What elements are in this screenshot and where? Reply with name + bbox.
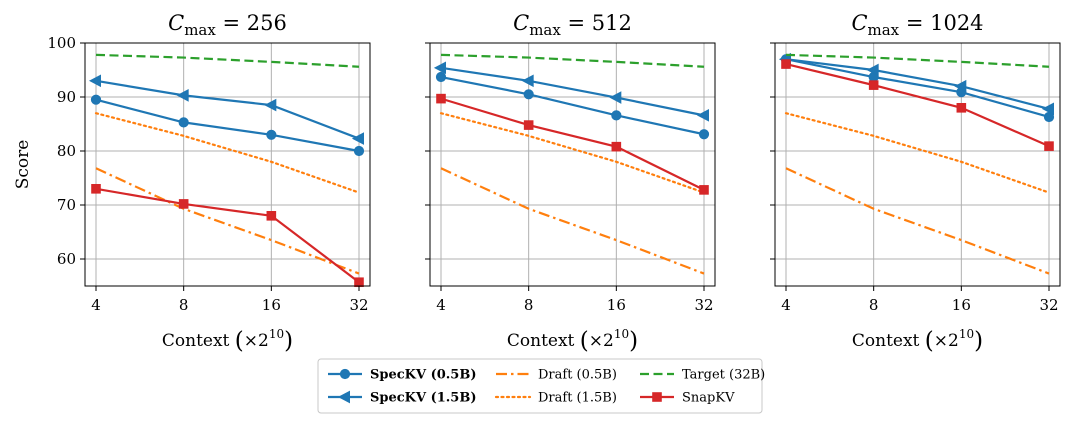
data-point-snapkv	[91, 184, 101, 194]
legend-label-snapkv: SnapKV	[682, 391, 735, 406]
x-tick-label: 8	[524, 296, 534, 314]
series-line-draft-0-5b	[440, 167, 705, 275]
series-line-target-32b	[785, 53, 1050, 68]
data-point-speckv-0-5b	[353, 145, 365, 157]
axes-frame	[774, 42, 1061, 287]
data-point-speckv-1-5b	[88, 74, 101, 88]
series-line-target-32b	[95, 53, 360, 68]
axes-frame	[84, 42, 371, 287]
x-tick-label: 16	[952, 296, 971, 314]
data-point-speckv-1-5b	[264, 98, 277, 112]
data-point-speckv-1-5b	[866, 63, 879, 77]
data-point-speckv-0-5b	[266, 129, 277, 140]
data-point-speckv-1-5b	[433, 61, 446, 75]
panel-1: 60 70 80 90 100 4 8 16 32 Context (×210) Cmax = 25…	[47, 11, 371, 354]
data-point-speckv-0-5b	[435, 71, 447, 83]
x-tick-label: 32	[349, 296, 368, 314]
data-point-snapkv	[1044, 141, 1054, 151]
panel-2: 4 8 16 32 Context (×210) Cmax = 512	[425, 11, 716, 354]
x-axis-title: Context (×210)	[852, 327, 983, 354]
data-point-speckv-0-5b	[523, 89, 534, 100]
data-point-snapkv	[611, 141, 622, 152]
legend-box	[317, 358, 763, 414]
data-point-speckv-1-5b	[176, 89, 189, 102]
x-tick-label: 32	[1039, 296, 1058, 314]
y-axis-title: Score	[13, 140, 33, 190]
legend-label-speckv-0-5b: SpecKV (0.5B)	[370, 368, 476, 383]
data-point-snapkv	[781, 59, 791, 69]
series-line-speckv-1-5b	[785, 58, 1050, 110]
x-axis-title: Context (×210)	[162, 327, 293, 354]
data-point-snapkv	[523, 120, 534, 130]
panel-title: Cmax = 1024	[851, 11, 983, 39]
data-point-speckv-1-5b	[521, 74, 534, 88]
data-point-speckv-1-5b	[351, 132, 364, 145]
y-tick-label: 60	[57, 250, 76, 268]
y-tick-label: 100	[47, 34, 76, 52]
data-point-snapkv	[178, 199, 189, 209]
series-line-speckv-1-5b	[440, 66, 705, 117]
x-tick-label: 8	[179, 296, 189, 314]
legend-marker-snapkv	[652, 392, 662, 402]
data-point-speckv-1-5b	[1041, 102, 1054, 116]
data-point-speckv-1-5b	[609, 91, 622, 104]
legend: SpecKV (0.5B) SpecKV (1.5B) Draft (0.5B) Dr…	[317, 358, 765, 414]
x-tick-label: 16	[607, 296, 626, 314]
panel-3: 4 8 16 32 Context (×210) Cmax = 1024	[770, 11, 1061, 354]
x-tick-label: 8	[869, 296, 879, 314]
x-tick-label: 4	[781, 296, 791, 314]
series-line-speckv-0-5b	[785, 58, 1050, 119]
series-line-draft-0-5b	[95, 167, 360, 275]
legend-marker-speckv-0-5b	[339, 368, 351, 380]
y-tick-label: 90	[57, 88, 76, 106]
series-line-speckv-1-5b	[95, 79, 360, 140]
series-line-snapkv	[95, 187, 360, 284]
panel-title: Cmax = 512	[513, 11, 632, 39]
y-tick-label: 80	[57, 142, 76, 160]
legend-label-speckv-1-5b: SpecKV (1.5B)	[370, 391, 476, 406]
data-point-speckv-0-5b	[90, 94, 102, 105]
data-point-snapkv	[699, 185, 709, 195]
series-line-draft-1-5b	[439, 112, 706, 194]
x-tick-label: 4	[436, 296, 446, 314]
series-line-speckv-0-5b	[440, 75, 705, 136]
series-line-speckv-0-5b	[95, 98, 360, 153]
x-tick-label: 16	[262, 296, 281, 314]
data-point-speckv-0-5b	[611, 110, 622, 121]
series-line-snapkv	[785, 62, 1050, 148]
series-line-draft-0-5b	[785, 167, 1050, 275]
legend-label-draft-0-5b: Draft (0.5B)	[538, 368, 617, 383]
data-point-speckv-0-5b	[698, 129, 710, 140]
series-line-target-32b	[440, 53, 705, 68]
data-point-snapkv	[956, 103, 967, 113]
legend-marker-speckv-1-5b	[337, 390, 350, 404]
data-point-snapkv	[266, 211, 277, 221]
y-tick-label: 70	[57, 196, 76, 214]
x-tick-label: 4	[91, 296, 101, 314]
data-point-snapkv	[436, 93, 446, 104]
data-point-speckv-0-5b	[178, 117, 189, 128]
series-line-draft-1-5b	[784, 112, 1051, 194]
axes-frame	[429, 42, 716, 287]
legend-label-target-32b: Target (32B)	[682, 368, 765, 383]
data-point-snapkv	[868, 80, 879, 90]
series-line-snapkv	[440, 97, 705, 191]
data-point-snapkv	[354, 277, 364, 288]
legend-label-draft-1-5b: Draft (1.5B)	[538, 391, 617, 406]
x-tick-label: 32	[694, 296, 713, 314]
series-line-draft-1-5b	[94, 112, 361, 194]
x-axis-title: Context (×210)	[507, 327, 638, 354]
panel-title: Cmax = 256	[168, 11, 287, 39]
data-point-speckv-1-5b	[954, 79, 967, 93]
data-point-speckv-1-5b	[696, 109, 709, 122]
